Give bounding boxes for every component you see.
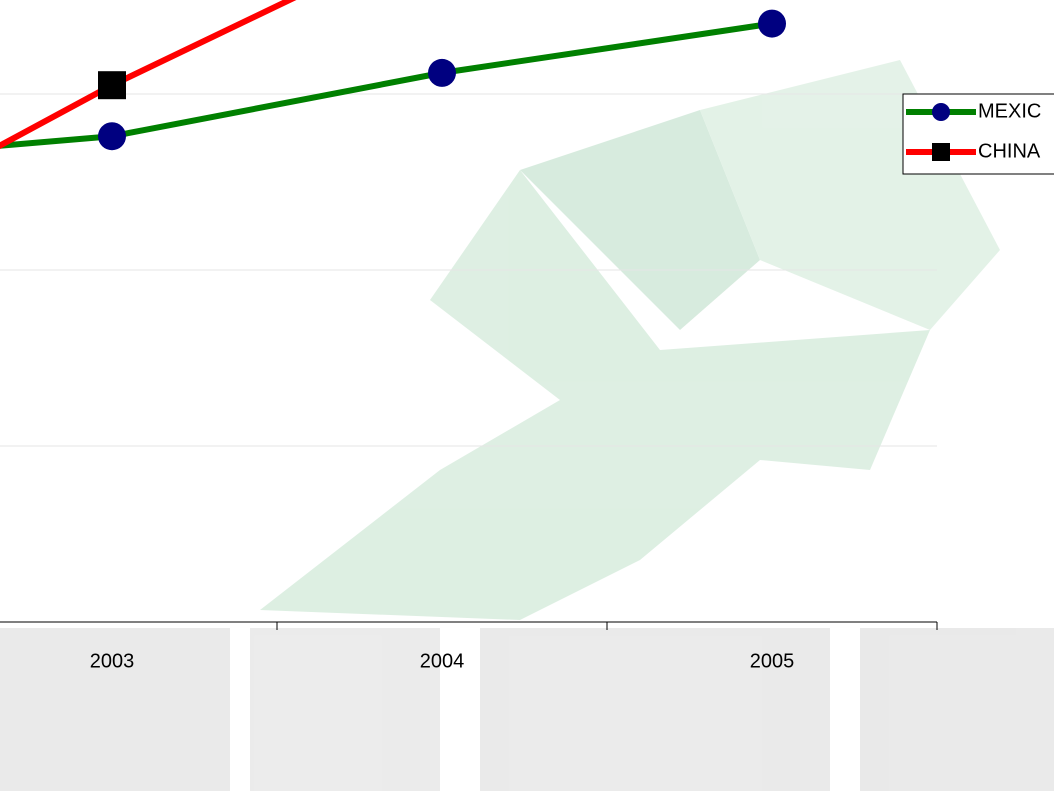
legend-marker (932, 103, 950, 121)
marker (758, 10, 786, 38)
legend-marker (932, 143, 950, 161)
marker (98, 122, 126, 150)
legend-label: CHINA (978, 140, 1041, 162)
x-tick-label: 2004 (420, 650, 465, 672)
x-tick-label: 2003 (90, 650, 135, 672)
page: {"chart_data": {"type": "line", "categor… (0, 0, 1054, 791)
legend-label: MEXIC (978, 100, 1041, 122)
watermark (0, 60, 1054, 791)
legend: MEXIC CHINA (903, 94, 1054, 174)
chart: MEXIC CHINA 2003 2004 2005 (0, 0, 1054, 791)
marker (98, 71, 126, 99)
marker (428, 59, 456, 87)
x-tick-label: 2005 (750, 650, 795, 672)
